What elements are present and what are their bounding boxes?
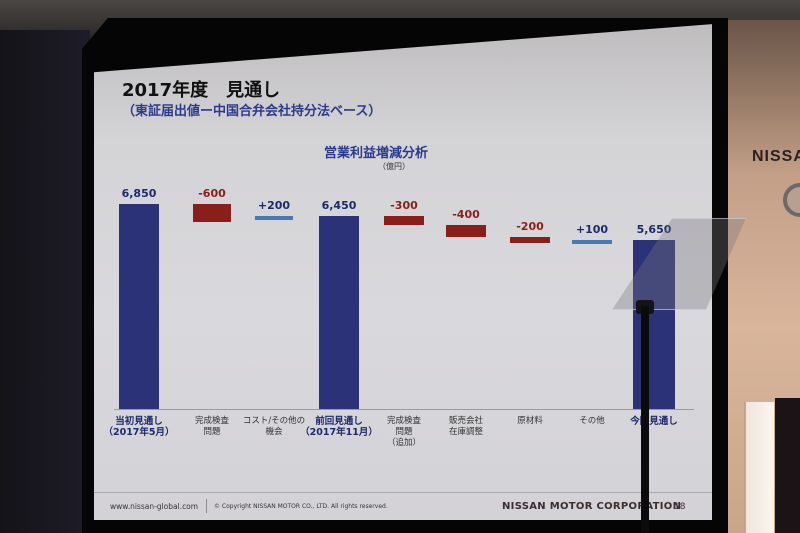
waterfall-chart: 6,850 当初見通し （2017年5月） -600 完成検査 問題 +200 コスト/そ… <box>94 24 712 520</box>
category-label: 原材料 <box>517 416 543 426</box>
presentation-slide: 2017年度 見通し （東証届出値ー中国合弁会社持分法ベース） 営業利益増減分析… <box>94 24 712 520</box>
chart-title: 営業利益増減分析 <box>324 146 429 161</box>
chart-bar <box>446 224 486 237</box>
chart-bar <box>633 239 675 409</box>
bar-value-label: -600 <box>198 187 226 200</box>
bar-value-label: +200 <box>257 198 291 212</box>
chart-baseline <box>114 409 694 410</box>
category-label: コスト/その他の 機会 <box>242 416 306 437</box>
doorway <box>744 402 774 533</box>
footer-url: www.nissan-global.com <box>110 502 199 511</box>
category-label: 前回見通し （2017年11月） <box>300 416 378 438</box>
category-label: 販売会社 在庫調整 <box>448 416 483 437</box>
chart-bar <box>510 236 550 243</box>
bar-value-label: -200 <box>516 219 544 233</box>
page-number: 18 <box>674 502 686 512</box>
bar-value-label: 6,450 <box>321 198 357 212</box>
chart-unit: （億円） <box>378 162 410 171</box>
footer-copyright: © Copyright NISSAN MOTOR CO., LTD. All r… <box>214 503 388 510</box>
bar-value-label: 5,650 <box>636 222 672 236</box>
chart-bar <box>119 204 159 409</box>
bar-value-label: 6,850 <box>121 187 157 200</box>
footer-separator <box>206 499 207 513</box>
slide-title: 2017年度 見通し <box>122 80 281 101</box>
bar-value-label: +100 <box>575 222 609 236</box>
category-label: 今回見通し <box>630 416 678 427</box>
chart-bar <box>255 215 293 220</box>
category-label: その他 <box>579 416 605 426</box>
category-label: 当初見通し （2017年5月） <box>103 416 175 438</box>
teleprompter-pole <box>641 306 649 533</box>
category-label: 完成検査 問題 <box>194 416 229 437</box>
footer-divider <box>94 492 712 493</box>
category-label: 完成検査 問題 （追加） <box>386 416 421 448</box>
chart-bar <box>384 215 424 225</box>
footer-corporation: NISSAN MOTOR CORPORATION <box>502 501 682 512</box>
wall-brand-text: NISSA <box>752 148 800 165</box>
nissan-logo-icon <box>783 183 800 217</box>
speaker <box>775 398 800 533</box>
left-wall <box>0 30 90 533</box>
bar-value-label: -400 <box>452 207 480 221</box>
slide-subtitle: （東証届出値ー中国合弁会社持分法ベース） <box>122 104 382 119</box>
chart-bar <box>193 204 231 222</box>
chart-bar <box>572 239 612 244</box>
chart-bar <box>319 215 359 409</box>
bar-value-label: -300 <box>390 198 418 212</box>
